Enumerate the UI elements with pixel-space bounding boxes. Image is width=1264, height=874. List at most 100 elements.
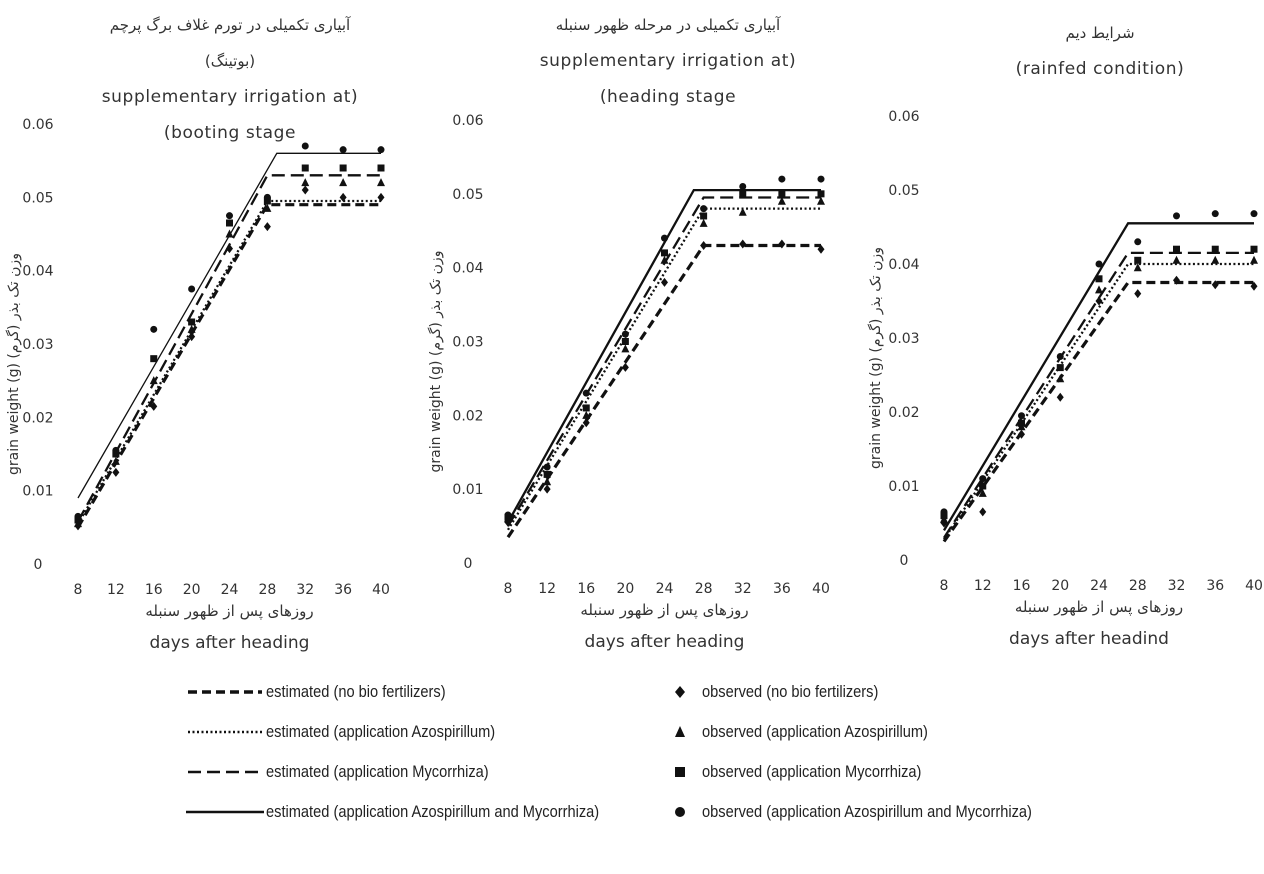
observed-point-square xyxy=(940,512,948,520)
y-tick-label: 0.01 xyxy=(888,479,919,495)
y-tick-label: 0.05 xyxy=(452,187,483,203)
x-axis-label: days after headind xyxy=(1009,629,1169,649)
legend-label: estimated (application Azospirillum and … xyxy=(266,802,600,821)
observed-point-diamond xyxy=(188,332,196,342)
legend-label: observed (application Azospirillum and M… xyxy=(702,802,1032,821)
x-tick-label: 8 xyxy=(940,578,949,594)
x-axis-label-fa: روزهای پس از ظهور سنبله xyxy=(145,602,313,621)
observed-point-circle xyxy=(543,463,551,471)
legend-item-estimated-mycorrhiza: estimated (application Mycorrhiza) xyxy=(186,752,525,792)
observed-point-triangle xyxy=(777,196,786,205)
observed-point-diamond xyxy=(621,362,629,372)
chart-title: آبیاری تکمیلی در مرحله ظهور سنبله xyxy=(556,16,781,34)
estimated-line xyxy=(506,188,821,523)
observed-point-circle xyxy=(1056,353,1064,360)
observed-point-square xyxy=(1173,245,1180,253)
observed-point-triangle xyxy=(660,255,669,264)
observed-point-square xyxy=(150,355,158,363)
observed-point-square xyxy=(226,219,233,227)
observed-point-circle xyxy=(979,475,987,483)
charts-area: آبیاری تکمیلی در تورم غلاف برگ پرچم (بوتی… xyxy=(5,16,1263,653)
chart-title: (booting stage xyxy=(164,123,296,143)
observed-point-diamond xyxy=(1134,289,1142,299)
y-tick-label: 0.06 xyxy=(452,113,483,129)
observed-point-circle xyxy=(112,446,120,454)
observed-point-diamond xyxy=(1018,429,1025,439)
y-tick-label: 0.05 xyxy=(888,183,919,199)
x-tick-label: 24 xyxy=(221,582,239,598)
diamond-icon xyxy=(675,686,685,698)
chart-title: (rainfed condition) xyxy=(1016,59,1185,79)
observed-point-square xyxy=(377,164,385,172)
y-axis-label: grain weight (g) وزن تک بذر (گرم) xyxy=(867,247,884,469)
legend-item-observed-no-bio: observed (no bio fertilizers) xyxy=(668,672,907,712)
estimated-line xyxy=(942,280,1254,543)
observed-point-triangle xyxy=(817,196,825,205)
observed-point-triangle xyxy=(699,218,708,227)
observed-point-diamond xyxy=(1250,281,1258,291)
chart-title: شرایط دیم xyxy=(1065,24,1134,42)
x-tick-label: 20 xyxy=(183,582,201,598)
chart-title: supplementary irrigation at) xyxy=(540,51,797,71)
observed-point-circle xyxy=(1134,238,1142,246)
observed-point-diamond xyxy=(1095,296,1103,306)
observed-point-triangle xyxy=(1095,285,1103,294)
x-axis-label-fa: روزهای پس از ظهور سنبله xyxy=(1015,598,1183,617)
x-axis-label: days after heading xyxy=(585,632,745,652)
observed-point-triangle xyxy=(582,410,591,419)
x-tick-label: 40 xyxy=(812,581,830,597)
y-tick-label: 0.05 xyxy=(22,190,53,206)
x-axis-label: days after heading xyxy=(150,633,310,653)
observed-point-triangle xyxy=(263,203,272,212)
legend-item-observed-mycorrhiza: observed (application Mycorrhiza) xyxy=(668,752,957,792)
estimated-line xyxy=(943,251,1254,539)
y-tick-label: 0.04 xyxy=(888,257,919,273)
observed-point-square xyxy=(979,482,987,490)
observed-point-circle xyxy=(1211,210,1219,218)
observed-point-triangle xyxy=(1250,255,1258,264)
dash-heavy-line-icon xyxy=(188,690,262,694)
observed-point-circle xyxy=(661,234,668,242)
estimated-line xyxy=(77,152,381,499)
x-tick-label: 28 xyxy=(258,582,276,598)
legend-label: observed (application Mycorrhiza) xyxy=(702,762,922,781)
y-axis-label: grain weight (g) وزن تک بذر (گرم) xyxy=(5,253,22,475)
observed-point-triangle xyxy=(1133,263,1142,272)
observed-point-diamond xyxy=(700,241,708,251)
observed-point-diamond xyxy=(979,507,987,517)
y-tick-label: 0.03 xyxy=(22,337,53,353)
square-icon xyxy=(675,767,685,777)
x-tick-label: 16 xyxy=(577,581,595,597)
observed-point-circle xyxy=(301,142,309,150)
observed-point-square xyxy=(778,190,786,198)
estimated-line xyxy=(76,203,381,529)
x-tick-label: 12 xyxy=(538,581,556,597)
x-tick-label: 32 xyxy=(1168,578,1186,594)
y-tick-label: 0.01 xyxy=(22,484,53,500)
observed-point-circle xyxy=(339,146,347,154)
observed-point-square xyxy=(188,318,196,326)
observed-point-circle xyxy=(700,205,708,213)
dotted-line-icon xyxy=(188,730,262,734)
x-tick-label: 20 xyxy=(1051,578,1069,594)
observed-point-diamond xyxy=(739,239,747,249)
observed-point-diamond xyxy=(150,401,158,411)
legend-item-observed-both: observed (application Azospirillum and M… xyxy=(668,792,1086,832)
observed-point-triangle xyxy=(225,229,234,238)
observed-point-square xyxy=(263,197,271,205)
chart-title: supplementary irrigation at) xyxy=(102,87,359,107)
observed-point-diamond xyxy=(226,244,233,254)
observed-point-diamond xyxy=(1173,275,1180,285)
y-tick-label: 0 xyxy=(464,556,473,572)
x-tick-label: 40 xyxy=(1245,578,1263,594)
y-tick-label: 0.04 xyxy=(22,264,53,280)
observed-point-diamond xyxy=(582,418,590,428)
observed-point-square xyxy=(1095,275,1103,283)
observed-point-circle xyxy=(150,325,158,333)
x-tick-label: 8 xyxy=(74,582,83,598)
x-tick-label: 24 xyxy=(1090,578,1108,594)
chart-title: (heading stage xyxy=(600,87,736,107)
observed-point-circle xyxy=(377,146,385,154)
observed-point-square xyxy=(112,450,120,458)
legend-item-estimated-no-bio: estimated (no bio fertilizers) xyxy=(186,672,475,712)
